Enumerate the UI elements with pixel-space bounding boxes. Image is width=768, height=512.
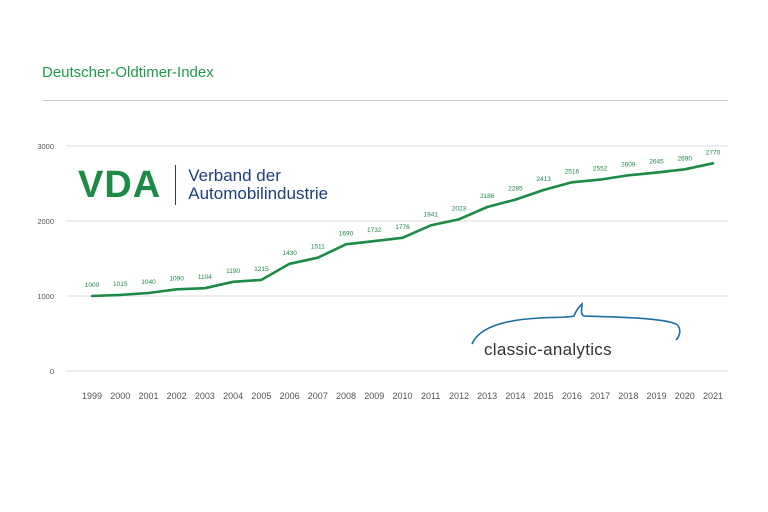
data-label: 2609 bbox=[621, 161, 636, 168]
x-tick-label: 2001 bbox=[138, 391, 158, 401]
data-point bbox=[373, 240, 376, 242]
data-label: 1015 bbox=[113, 281, 128, 288]
x-tick-label: 2017 bbox=[590, 391, 610, 401]
x-tick-label: 2018 bbox=[618, 391, 638, 401]
data-label: 2770 bbox=[706, 149, 721, 156]
data-label: 2023 bbox=[452, 205, 467, 212]
data-point bbox=[486, 206, 488, 208]
data-point bbox=[317, 256, 319, 259]
data-label: 1040 bbox=[141, 279, 156, 286]
data-label: 2186 bbox=[480, 193, 495, 200]
data-point bbox=[119, 294, 122, 296]
data-label: 2413 bbox=[536, 176, 551, 183]
data-point bbox=[571, 181, 573, 184]
x-tick-label: 2002 bbox=[167, 391, 187, 401]
title-divider bbox=[42, 100, 728, 101]
data-point bbox=[599, 178, 601, 181]
x-tick-label: 2019 bbox=[647, 391, 667, 401]
data-point bbox=[401, 237, 404, 239]
data-label: 1000 bbox=[85, 282, 100, 289]
data-point bbox=[429, 224, 432, 227]
data-label: 1215 bbox=[254, 266, 269, 273]
x-tick-label: 2000 bbox=[110, 391, 130, 401]
data-point bbox=[147, 292, 150, 294]
chart-title: Deutscher-Oldtimer-Index bbox=[42, 64, 214, 81]
data-label: 1104 bbox=[198, 274, 212, 281]
data-point bbox=[345, 243, 347, 246]
data-point bbox=[514, 198, 517, 201]
x-tick-label: 2013 bbox=[477, 391, 497, 401]
vda-logo-line2: Automobilindustrie bbox=[188, 184, 329, 203]
y-tick-label: 1000 bbox=[37, 292, 54, 301]
data-label: 1776 bbox=[395, 224, 410, 231]
data-label: 1732 bbox=[367, 227, 382, 234]
data-label: 2645 bbox=[649, 159, 664, 166]
car-silhouette-icon bbox=[471, 302, 681, 345]
data-label: 1430 bbox=[282, 250, 297, 257]
data-point bbox=[712, 162, 714, 165]
data-point bbox=[627, 174, 630, 177]
x-tick-label: 2010 bbox=[392, 391, 412, 401]
x-tick-label: 2015 bbox=[534, 391, 554, 401]
data-label: 2690 bbox=[678, 155, 693, 162]
y-tick-label: 2000 bbox=[37, 217, 54, 226]
classic-analytics-text: classic-analytics bbox=[484, 340, 612, 359]
data-label: 1090 bbox=[169, 275, 184, 282]
data-point bbox=[204, 287, 206, 290]
data-point bbox=[542, 189, 545, 191]
data-label: 1511 bbox=[311, 244, 325, 251]
data-label: 2285 bbox=[508, 186, 523, 193]
vda-logo: VDA Verband der Automobilindustrie bbox=[78, 163, 328, 207]
x-tick-label: 2020 bbox=[675, 391, 695, 401]
data-label: 1190 bbox=[226, 268, 240, 275]
data-label: 1941 bbox=[423, 211, 438, 218]
x-tick-label: 2003 bbox=[195, 391, 215, 401]
vda-logo-text: Verband der Automobilindustrie bbox=[188, 167, 328, 203]
data-label: 1690 bbox=[339, 230, 354, 237]
x-tick-label: 2006 bbox=[280, 391, 300, 401]
x-tick-label: 2012 bbox=[449, 391, 469, 401]
data-label: 2516 bbox=[565, 168, 580, 175]
classic-analytics-logo: classic-analytics bbox=[468, 300, 698, 370]
data-point bbox=[175, 288, 178, 291]
data-point bbox=[288, 262, 291, 265]
data-point bbox=[260, 279, 263, 281]
x-tick-label: 2021 bbox=[703, 391, 723, 401]
x-tick-label: 2009 bbox=[364, 391, 384, 401]
x-tick-label: 2014 bbox=[505, 391, 525, 401]
x-tick-label: 2007 bbox=[308, 391, 328, 401]
vda-logo-line1: Verband der bbox=[188, 166, 281, 185]
x-tick-label: 2016 bbox=[562, 391, 582, 401]
x-tick-label: 1999 bbox=[82, 391, 102, 401]
vda-logo-separator bbox=[175, 165, 177, 205]
data-label: 2552 bbox=[593, 166, 608, 173]
x-tick-label: 2004 bbox=[223, 391, 243, 401]
y-tick-label: 0 bbox=[50, 367, 54, 376]
data-point bbox=[91, 295, 93, 297]
vda-logo-mark: VDA bbox=[78, 164, 162, 206]
data-point bbox=[683, 168, 686, 171]
x-tick-label: 2011 bbox=[421, 391, 440, 401]
data-point bbox=[458, 218, 460, 221]
x-tick-label: 2008 bbox=[336, 391, 356, 401]
y-tick-label: 3000 bbox=[37, 142, 54, 151]
data-point bbox=[655, 171, 658, 174]
data-point bbox=[232, 280, 234, 283]
x-tick-label: 2005 bbox=[251, 391, 271, 401]
